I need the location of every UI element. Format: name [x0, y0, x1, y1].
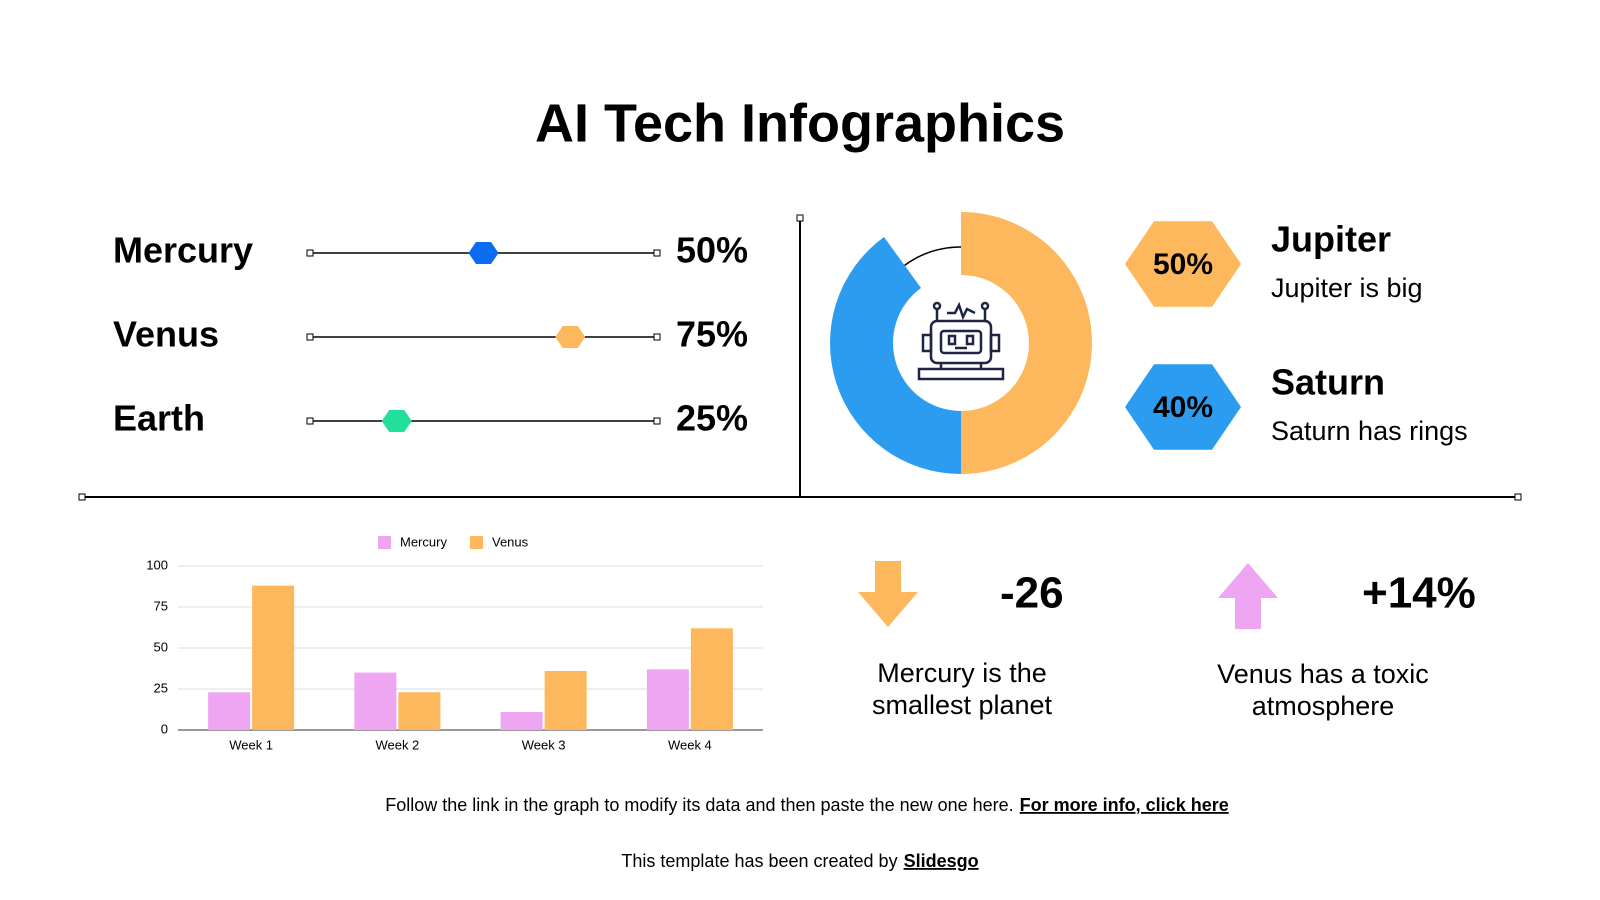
- slider-end: [653, 333, 661, 341]
- donut-remainder: [904, 246, 962, 266]
- arrow-down: [858, 561, 918, 627]
- legend-text: Saturn has rings: [1271, 416, 1468, 446]
- slider-end: [653, 417, 661, 425]
- stat-text: Venus has a toxic: [1217, 659, 1429, 689]
- x-tick-label: Week 1: [229, 737, 273, 752]
- legend-swatch: [378, 536, 391, 549]
- legend-name: Jupiter: [1271, 219, 1391, 260]
- legend-label: Venus: [492, 534, 529, 549]
- slider-value: 75%: [676, 314, 748, 355]
- bar: [690, 628, 733, 730]
- hexagon-value: 50%: [1153, 248, 1213, 281]
- x-tick-label: Week 4: [668, 737, 712, 752]
- divider-end: [78, 493, 86, 501]
- footer-credit: This template has been created by Slidesg…: [621, 851, 978, 871]
- slider-label: Earth: [113, 398, 205, 439]
- stat-text: atmosphere: [1252, 691, 1395, 721]
- bar: [646, 669, 689, 730]
- bar: [354, 672, 397, 730]
- y-tick-label: 100: [146, 557, 168, 572]
- legend-swatch: [470, 536, 483, 549]
- y-tick-label: 75: [154, 598, 168, 613]
- divider-end: [796, 214, 804, 222]
- bar: [544, 670, 587, 730]
- donut-segment: [830, 237, 961, 474]
- stat-value: -26: [1000, 569, 1064, 618]
- slider-end: [306, 249, 314, 257]
- slider-marker: [555, 325, 586, 349]
- slider-end: [653, 249, 661, 257]
- bar: [398, 692, 441, 730]
- slider-marker: [468, 241, 499, 265]
- arrow-up: [1218, 563, 1278, 629]
- slider-label: Venus: [113, 314, 219, 355]
- bar: [252, 585, 295, 730]
- link[interactable]: For more info, click here: [1020, 795, 1229, 815]
- slider-value: 25%: [676, 398, 748, 439]
- legend-name: Saturn: [1271, 362, 1385, 403]
- y-tick-label: 0: [161, 721, 168, 736]
- y-tick-label: 25: [154, 680, 168, 695]
- donut-segment: [961, 212, 1092, 474]
- slider-end: [306, 333, 314, 341]
- x-tick-label: Week 2: [375, 737, 419, 752]
- legend-label: Mercury: [400, 534, 447, 549]
- credit: This template has been created by: [621, 851, 897, 871]
- note: Follow the link in the graph to modify i…: [385, 795, 1013, 815]
- stat-text: smallest planet: [872, 690, 1053, 720]
- title: AI Tech Infographics: [535, 93, 1065, 153]
- stat-value: +14%: [1362, 569, 1476, 618]
- robot-icon: [917, 301, 1005, 381]
- slider-label: Mercury: [113, 230, 253, 271]
- brand-link[interactable]: Slidesgo: [904, 851, 979, 871]
- legend-text: Jupiter is big: [1271, 273, 1423, 303]
- bar: [500, 711, 543, 730]
- footer-note: Follow the link in the graph to modify i…: [385, 795, 1228, 815]
- slider-value: 50%: [676, 230, 748, 271]
- x-tick-label: Week 3: [522, 737, 566, 752]
- slider-marker: [381, 409, 412, 433]
- y-tick-label: 50: [154, 639, 168, 654]
- hexagon-value: 40%: [1153, 391, 1213, 424]
- hexagon: [1125, 364, 1241, 450]
- slider-end: [306, 417, 314, 425]
- divider-end: [1514, 493, 1522, 501]
- hexagon: [1125, 221, 1241, 307]
- stat-text: Mercury is the: [877, 658, 1047, 688]
- bar: [208, 692, 251, 730]
